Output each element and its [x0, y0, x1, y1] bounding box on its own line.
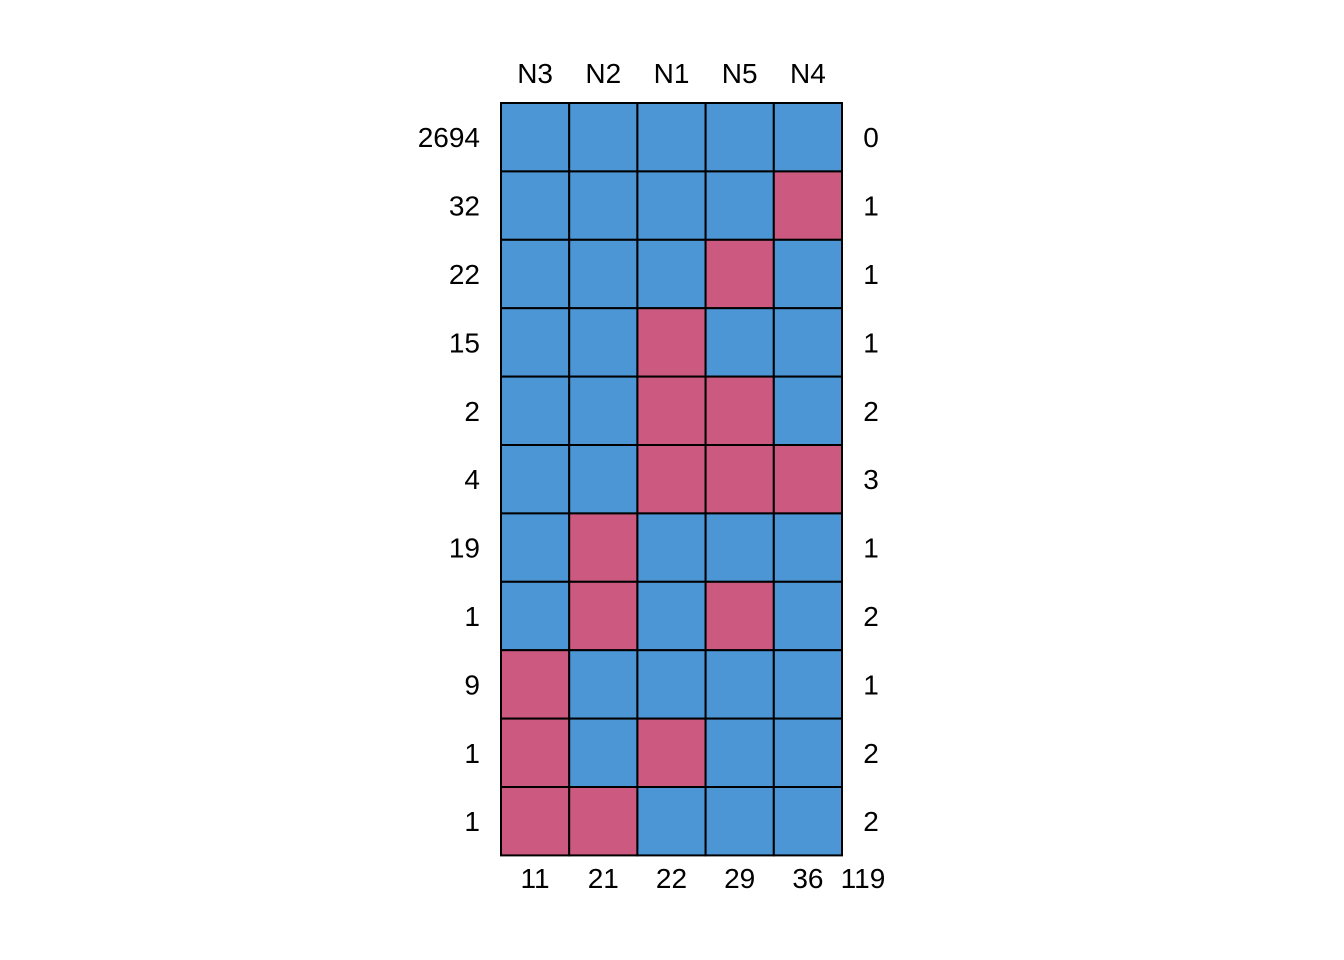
observed-cell — [704, 649, 775, 720]
row-missing-label: 1 — [863, 533, 879, 564]
observed-cell — [568, 238, 639, 310]
column-label: N5 — [722, 58, 758, 89]
observed-cell — [772, 375, 843, 447]
missing-cell — [568, 512, 639, 583]
column-total-label: 21 — [588, 863, 619, 894]
observed-cell — [636, 102, 707, 173]
row-missing-label: 1 — [863, 327, 879, 358]
missing-cell — [568, 580, 639, 652]
observed-cell — [772, 102, 843, 173]
missing-cell — [636, 717, 707, 788]
missing-cell — [704, 375, 775, 447]
row-missing-labels: 0 1 1 1 2 3 1 2 1 2 2 — [863, 122, 879, 837]
column-labels: N3 N2 N1 N5 N4 — [517, 58, 826, 89]
column-label: N2 — [585, 58, 621, 89]
column-total-labels: 11 21 22 29 36 — [521, 863, 824, 894]
row-count-label: 32 — [449, 191, 480, 222]
row-count-label: 22 — [449, 259, 480, 290]
row-missing-label: 2 — [863, 601, 879, 632]
observed-cell — [500, 375, 571, 447]
pattern-grid — [500, 102, 843, 857]
grand-total-label: 119 — [841, 863, 886, 894]
observed-cell — [568, 444, 639, 515]
column-total-label: 29 — [724, 863, 755, 894]
missing-cell — [772, 170, 843, 241]
observed-cell — [568, 170, 639, 241]
observed-cell — [636, 580, 707, 652]
row-missing-label: 2 — [863, 806, 879, 837]
observed-cell — [500, 102, 571, 173]
observed-cell — [772, 512, 843, 583]
missing-cell — [500, 649, 571, 720]
observed-cell — [704, 307, 775, 378]
observed-cell — [704, 786, 775, 857]
missing-cell — [636, 375, 707, 447]
observed-cell — [568, 375, 639, 447]
row-missing-label: 2 — [863, 396, 879, 427]
missing-cell — [568, 786, 639, 857]
row-count-label: 19 — [449, 533, 480, 564]
observed-cell — [704, 717, 775, 788]
observed-cell — [500, 307, 571, 378]
observed-cell — [500, 444, 571, 515]
column-total-label: 36 — [792, 863, 823, 894]
row-missing-label: 0 — [863, 122, 879, 153]
row-count-label: 1 — [464, 806, 480, 837]
column-label: N4 — [790, 58, 826, 89]
row-count-label: 1 — [464, 601, 480, 632]
observed-cell — [772, 307, 843, 378]
column-label: N3 — [517, 58, 553, 89]
observed-cell — [500, 238, 571, 310]
row-count-label: 2694 — [418, 122, 480, 153]
observed-cell — [636, 170, 707, 241]
observed-cell — [500, 170, 571, 241]
row-missing-label: 1 — [863, 191, 879, 222]
observed-cell — [568, 717, 639, 788]
row-count-label: 4 — [464, 464, 480, 495]
missing-cell — [636, 444, 707, 515]
observed-cell — [636, 786, 707, 857]
observed-cell — [568, 649, 639, 720]
observed-cell — [772, 580, 843, 652]
observed-cell — [704, 170, 775, 241]
missing-cell — [772, 444, 843, 515]
observed-cell — [568, 102, 639, 173]
observed-cell — [568, 307, 639, 378]
observed-cell — [772, 649, 843, 720]
row-count-label: 2 — [464, 396, 480, 427]
missing-cell — [704, 444, 775, 515]
column-total-label: 11 — [521, 863, 550, 894]
row-count-label: 1 — [464, 738, 480, 769]
row-missing-label: 1 — [863, 669, 879, 700]
observed-cell — [772, 786, 843, 857]
row-count-label: 9 — [464, 669, 480, 700]
observed-cell — [772, 238, 843, 310]
observed-cell — [704, 512, 775, 583]
missing-cell — [704, 580, 775, 652]
observed-cell — [636, 512, 707, 583]
observed-cell — [772, 717, 843, 788]
observed-cell — [500, 580, 571, 652]
missing-cell — [704, 238, 775, 310]
observed-cell — [500, 512, 571, 583]
observed-cell — [636, 649, 707, 720]
missing-cell — [636, 307, 707, 378]
row-count-label: 15 — [449, 327, 480, 358]
row-missing-label: 2 — [863, 738, 879, 769]
missing-cell — [500, 717, 571, 788]
row-missing-label: 3 — [863, 464, 879, 495]
column-label: N1 — [654, 58, 690, 89]
column-total-label: 22 — [656, 863, 687, 894]
missing-cell — [500, 786, 571, 857]
observed-cell — [704, 102, 775, 173]
row-missing-label: 1 — [863, 259, 879, 290]
observed-cell — [636, 238, 707, 310]
